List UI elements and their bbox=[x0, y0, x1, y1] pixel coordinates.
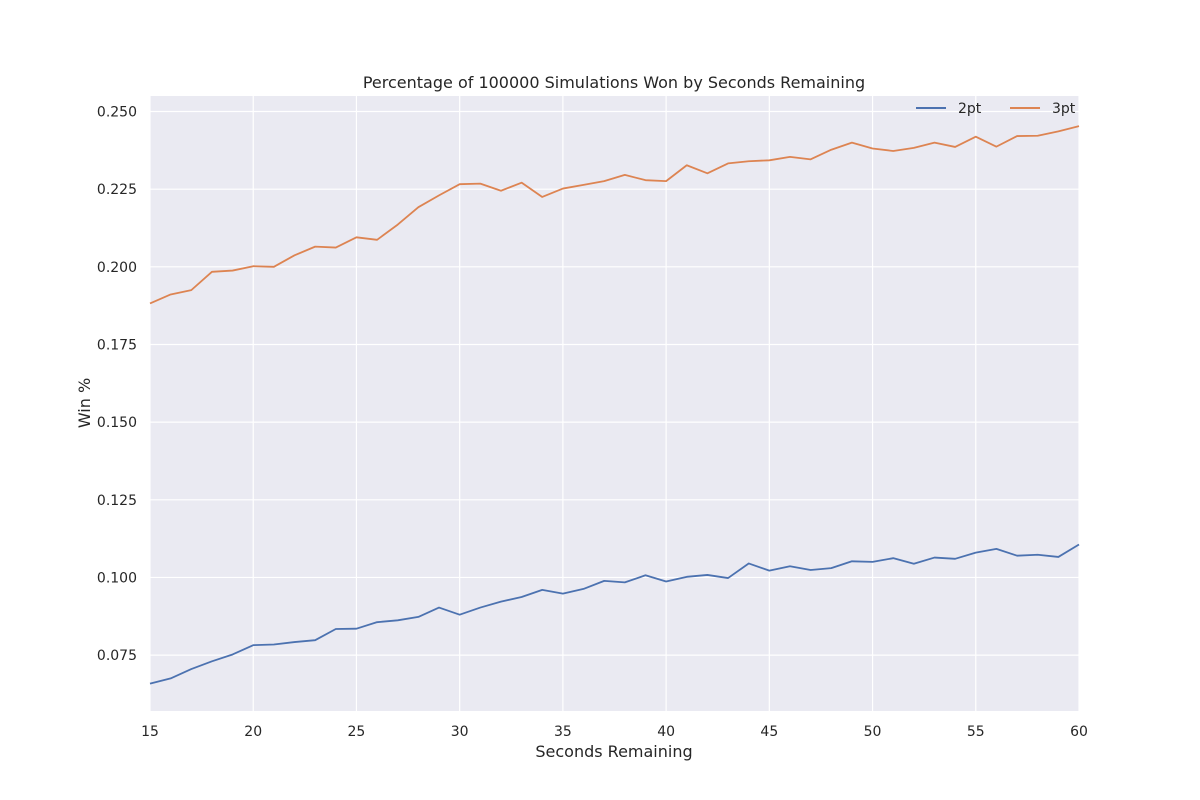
y-tick-label: 0.200 bbox=[97, 260, 137, 276]
y-tick-label: 0.150 bbox=[97, 415, 137, 431]
y-tick-label: 0.175 bbox=[97, 337, 137, 353]
legend-label-2pt: 2pt bbox=[958, 101, 982, 117]
x-tick-label: 55 bbox=[967, 724, 985, 740]
x-tick-label: 60 bbox=[1070, 724, 1088, 740]
legend-label-3pt: 3pt bbox=[1052, 101, 1076, 117]
x-tick-label: 15 bbox=[141, 724, 159, 740]
series-line-3pt bbox=[149, 125, 1080, 305]
series-lines bbox=[149, 125, 1080, 685]
y-tick-label: 0.100 bbox=[97, 570, 137, 586]
legend: 2pt 3pt bbox=[916, 101, 1076, 117]
series-line-2pt bbox=[149, 543, 1080, 685]
x-tick-label: 20 bbox=[244, 724, 262, 740]
x-tick-labels: 15 20 25 30 35 40 45 50 55 60 bbox=[141, 724, 1088, 740]
x-axis-label: Seconds Remaining bbox=[535, 742, 692, 761]
y-tick-label: 0.250 bbox=[97, 105, 137, 121]
y-axis-label: Win % bbox=[75, 378, 94, 428]
y-tick-label: 0.225 bbox=[97, 182, 137, 198]
chart-title: Percentage of 100000 Simulations Won by … bbox=[363, 73, 865, 92]
y-gridlines bbox=[150, 110, 1079, 656]
x-tick-label: 45 bbox=[760, 724, 778, 740]
plot-area bbox=[150, 96, 1079, 711]
y-tick-label: 0.075 bbox=[97, 648, 137, 664]
x-tick-label: 40 bbox=[657, 724, 675, 740]
y-tick-labels: 0.075 0.100 0.125 0.150 0.175 0.200 0.225 0.250 bbox=[97, 105, 137, 665]
y-tick-label: 0.125 bbox=[97, 493, 137, 509]
x-gridlines bbox=[149, 96, 1080, 711]
x-tick-label: 25 bbox=[348, 724, 366, 740]
x-tick-label: 30 bbox=[451, 724, 469, 740]
x-tick-label: 35 bbox=[554, 724, 572, 740]
x-tick-label: 50 bbox=[864, 724, 882, 740]
